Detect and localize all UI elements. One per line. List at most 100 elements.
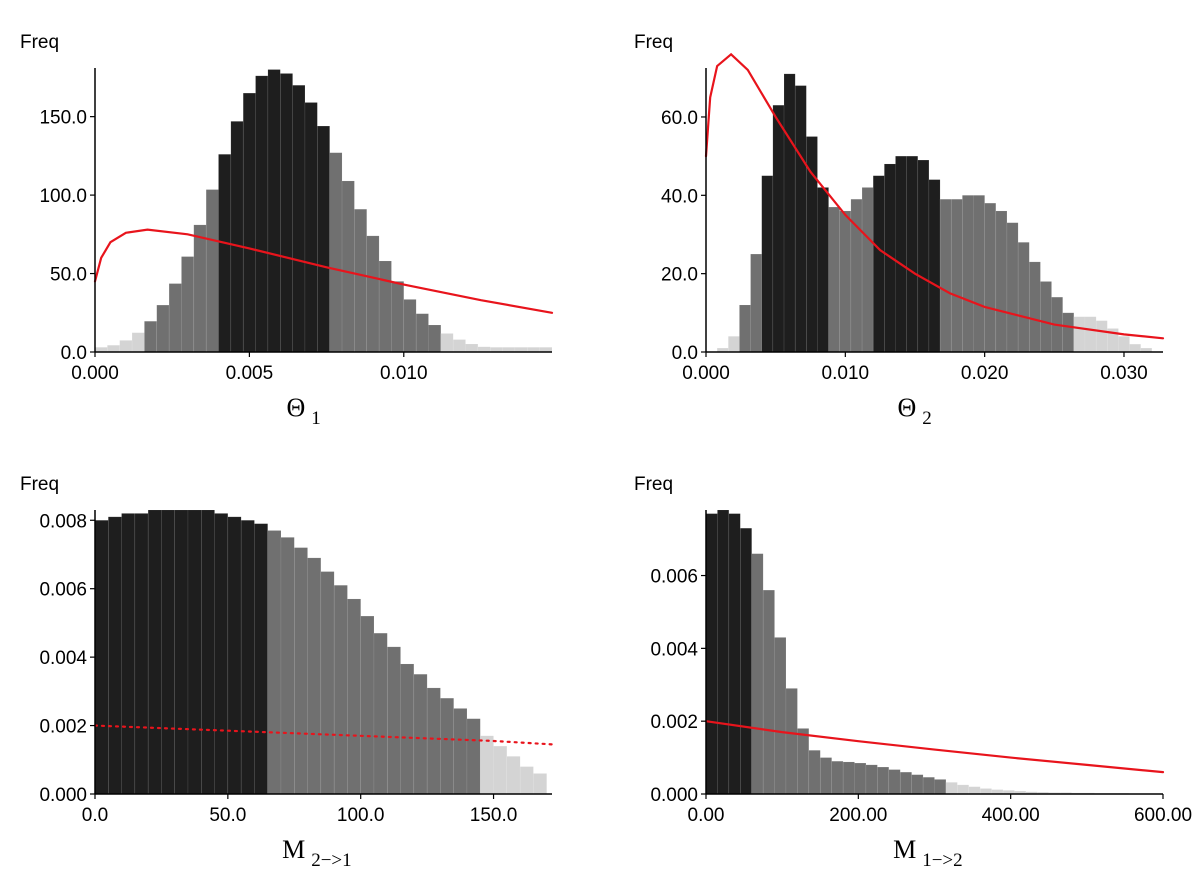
bar xyxy=(292,84,306,353)
bar xyxy=(939,198,952,353)
y-axis-title: Freq xyxy=(634,474,673,495)
bar xyxy=(400,663,415,795)
bar xyxy=(360,615,375,795)
bar xyxy=(772,104,785,353)
bar xyxy=(728,513,741,795)
y-tick-label: 0.000 xyxy=(39,785,87,806)
y-tick-label: 0.008 xyxy=(39,511,87,532)
prior-curve xyxy=(93,724,554,746)
bar xyxy=(842,761,855,795)
bar xyxy=(317,125,330,353)
bar xyxy=(506,756,521,795)
x-tick-label: 200.00 xyxy=(829,805,887,826)
bar xyxy=(739,304,751,353)
bar xyxy=(872,175,885,353)
bar xyxy=(131,332,145,353)
bar xyxy=(373,632,388,795)
bar xyxy=(1084,316,1097,353)
bar xyxy=(1006,222,1019,353)
bar xyxy=(156,304,170,353)
bar xyxy=(386,646,401,795)
y-tick-label: 0.0 xyxy=(61,343,87,364)
bar xyxy=(440,697,454,795)
bar xyxy=(333,584,348,795)
bar xyxy=(391,281,405,353)
y-tick-label: 0.002 xyxy=(650,712,698,733)
bar xyxy=(254,523,269,795)
bar xyxy=(320,571,335,795)
bar xyxy=(751,553,764,795)
bar xyxy=(979,788,992,795)
bar xyxy=(161,509,176,795)
bar xyxy=(785,688,798,795)
x-tick-label: 0.030 xyxy=(1100,363,1148,384)
bar xyxy=(329,152,343,353)
bar xyxy=(279,73,293,353)
x-tick-label: 0.0 xyxy=(82,805,108,826)
bar xyxy=(477,346,491,353)
bar xyxy=(341,180,355,353)
bar xyxy=(819,757,832,795)
bar xyxy=(453,708,468,795)
bar xyxy=(911,774,924,795)
y-tick-label: 0.000 xyxy=(650,785,698,806)
bar xyxy=(121,513,136,795)
bar xyxy=(413,673,428,795)
bar xyxy=(428,324,442,353)
bar xyxy=(794,85,807,353)
y-tick-label: 150.0 xyxy=(39,108,87,129)
bar xyxy=(479,735,494,795)
bar xyxy=(934,779,947,795)
bar xyxy=(783,73,796,353)
y-axis-title: Freq xyxy=(20,32,59,53)
bar xyxy=(144,320,158,353)
bar xyxy=(347,598,361,795)
prior-curve xyxy=(93,228,554,314)
bar xyxy=(1028,261,1041,353)
bar xyxy=(119,340,133,353)
bar xyxy=(1062,312,1075,353)
bar xyxy=(957,784,970,795)
x-tick-label: 150.0 xyxy=(470,805,518,826)
bar xyxy=(280,537,295,795)
bar xyxy=(831,760,844,795)
bar xyxy=(899,771,912,795)
bar xyxy=(962,195,974,353)
bar xyxy=(533,773,547,795)
bar xyxy=(415,313,429,353)
bar xyxy=(774,637,787,795)
y-tick-label: 40.0 xyxy=(661,186,698,207)
x-tick-label: 600.00 xyxy=(1134,805,1192,826)
x-tick-label: 0.000 xyxy=(682,363,730,384)
bar xyxy=(968,786,981,795)
bar xyxy=(750,253,763,353)
bar xyxy=(440,333,454,353)
bar xyxy=(727,336,740,353)
x-tick-label: 100.0 xyxy=(337,805,385,826)
x-axis-title: Θ xyxy=(897,393,916,422)
bar xyxy=(950,198,963,353)
x-tick-label: 0.010 xyxy=(822,363,870,384)
y-tick-label: 0.002 xyxy=(39,717,87,738)
x-axis-title: M xyxy=(893,835,916,864)
bar xyxy=(1040,281,1052,353)
x-axis-title: Θ xyxy=(286,393,305,422)
bar xyxy=(267,530,282,795)
bar xyxy=(187,509,202,795)
x-tick-label: 0.00 xyxy=(688,805,725,826)
prior-curve xyxy=(704,720,1165,774)
x-tick-label: 0.005 xyxy=(226,363,274,384)
bar xyxy=(147,509,162,795)
x-axis-title-sub: 1 xyxy=(311,408,321,429)
bar xyxy=(134,513,149,795)
bar xyxy=(293,547,308,795)
bar xyxy=(895,155,907,353)
y-tick-label: 100.0 xyxy=(39,186,87,207)
bar xyxy=(877,766,890,795)
bar xyxy=(1017,242,1030,353)
bar xyxy=(242,92,256,353)
bar xyxy=(240,519,255,795)
bar xyxy=(739,527,753,795)
x-tick-label: 0.010 xyxy=(380,363,428,384)
